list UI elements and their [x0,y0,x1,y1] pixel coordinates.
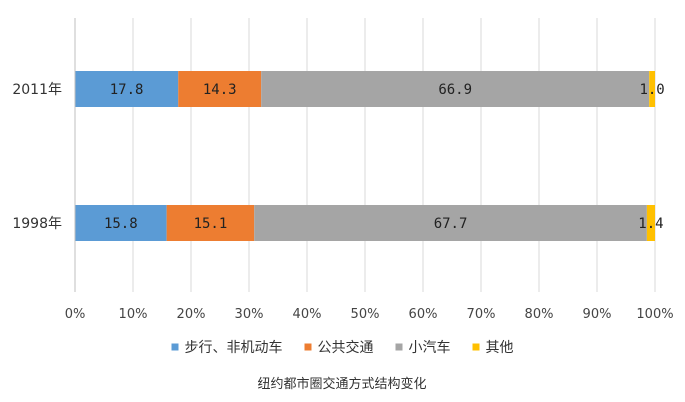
legend-label: 步行、非机动车 [185,339,283,356]
gridlines [132,18,656,292]
category-label: 1998年 [12,216,62,232]
axes: 0% 10% 20% 30% 40% 50% 60% 70% 80% 90% 100% 2011年 19… [12,18,674,322]
bar-value-label: 14.3 [203,82,237,98]
x-tick-label: 10% [119,307,148,322]
legend-swatch [472,343,480,351]
x-tick-label: 40% [293,307,322,322]
legend-label: 小汽车 [409,339,451,356]
bar-segment [75,205,167,241]
legend-label: 公共交通 [318,339,374,356]
x-tick-label: 70% [467,307,496,322]
bar-segment [166,205,255,241]
bar-segment [75,71,179,107]
x-tick-label: 100% [636,307,673,322]
bars [75,71,655,241]
bar-value-label: 17.8 [110,82,144,98]
x-tick-label: 20% [177,307,206,322]
bar-segment [254,205,647,241]
x-tick-label: 80% [525,307,554,322]
data-labels: 17.8 14.3 66.9 1.0 15.8 15.1 67.7 1.4 [104,82,665,232]
bar-segment [178,71,262,107]
x-tick-label: 0% [65,307,86,322]
legend: 步行、非机动车 公共交通 小汽车 其他 [171,339,514,356]
bar-value-label: 66.9 [438,82,472,98]
bar-value-label: 15.8 [104,216,138,232]
bar-segment [261,71,650,107]
bar-segment [649,71,655,107]
x-tick-label: 90% [583,307,612,322]
legend-swatch [304,343,312,351]
legend-label: 其他 [486,340,514,356]
bar-value-label: 15.1 [194,216,228,232]
chart-caption: 纽约都市圈交通方式结构变化 [257,376,426,392]
x-tick-label: 50% [351,307,380,322]
bar-value-label: 1.0 [639,82,664,98]
x-tick-label: 30% [235,307,264,322]
bar-value-label: 1.4 [638,216,663,232]
bar-value-label: 67.7 [434,216,468,232]
legend-swatch [171,343,179,351]
category-label: 2011年 [12,82,62,98]
x-tick-label: 60% [409,307,438,322]
legend-swatch [395,343,403,351]
bar-segment [646,205,655,241]
